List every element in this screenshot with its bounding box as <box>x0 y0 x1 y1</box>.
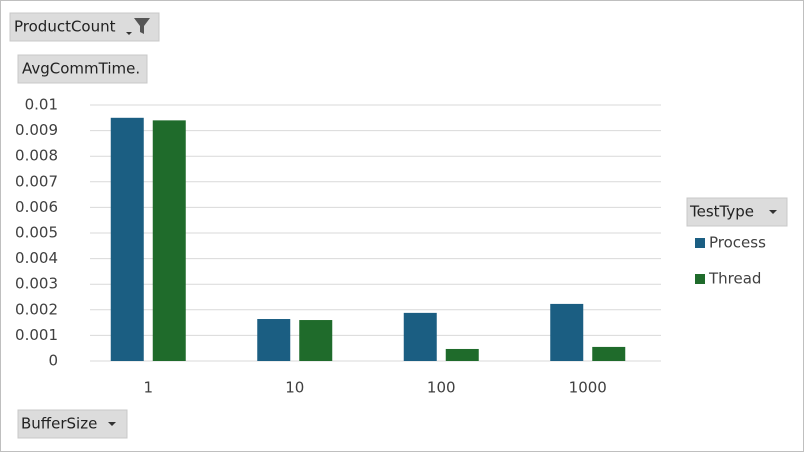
y-tick-label: 0.004 <box>15 249 58 267</box>
dropdown-arrow <box>126 32 132 35</box>
filter-icon <box>134 18 150 34</box>
bar <box>257 319 291 361</box>
legend-field-label: TestType <box>689 203 754 221</box>
legend-label: Thread <box>708 270 761 288</box>
axis-field-label: BufferSize <box>21 415 97 433</box>
bar <box>152 120 186 361</box>
legend-swatch <box>695 274 705 284</box>
y-tick-label: 0 <box>48 352 58 370</box>
filter-field-label: ProductCount <box>14 18 116 36</box>
x-tick-label: 1 <box>143 379 153 397</box>
legend-swatch <box>695 238 705 248</box>
y-tick-label: 0.008 <box>15 147 58 165</box>
axis-button[interactable]: BufferSize <box>17 409 128 439</box>
filter-button[interactable]: ProductCount <box>9 12 160 42</box>
bar <box>550 303 584 361</box>
x-tick-label: 10 <box>285 379 304 397</box>
x-tick-label: 1000 <box>569 379 607 397</box>
x-tick-label: 100 <box>427 379 456 397</box>
value-field-label: AvgCommTime. <box>22 60 140 78</box>
button-box <box>686 197 788 227</box>
legend-label: Process <box>709 234 766 252</box>
y-tick-label: 0.003 <box>15 275 58 293</box>
y-tick-label: 0.007 <box>15 172 58 190</box>
y-tick-label: 0.001 <box>15 326 58 344</box>
legend-button[interactable]: TestType <box>686 197 788 227</box>
y-tick-label: 0.01 <box>25 96 58 114</box>
bar <box>445 348 479 361</box>
button-box <box>9 12 160 42</box>
bar <box>110 117 144 361</box>
bar <box>299 320 333 361</box>
button-box <box>17 54 148 84</box>
value-button[interactable]: AvgCommTime. <box>17 54 148 84</box>
y-tick-label: 0.005 <box>15 224 58 242</box>
y-tick-label: 0.009 <box>15 121 58 139</box>
bar <box>592 346 626 361</box>
y-tick-label: 0.006 <box>15 198 58 216</box>
y-tick-label: 0.002 <box>15 300 58 318</box>
button-box <box>17 409 128 439</box>
bar <box>403 312 437 361</box>
dropdown-arrow <box>108 422 116 426</box>
dropdown-arrow <box>769 210 777 214</box>
